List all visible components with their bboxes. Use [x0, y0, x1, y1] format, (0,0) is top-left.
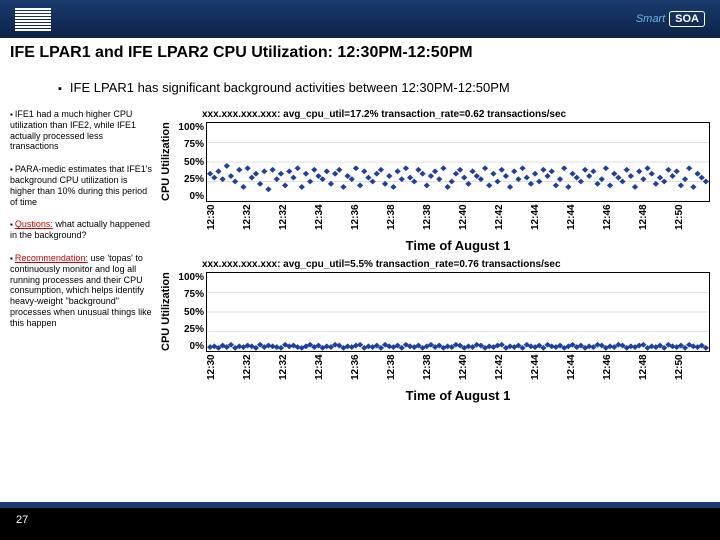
x-tick: 12:32: [278, 354, 314, 386]
x-tick: 12:50: [674, 204, 710, 236]
y-tick: 100%: [174, 272, 204, 283]
soa-text: SOA: [669, 11, 705, 27]
x-tick: 12:44: [530, 204, 566, 236]
x-tick: 12:40: [458, 204, 494, 236]
y-tick: 25%: [174, 324, 204, 335]
chart-2-header: xxx.xxx.xxx.xxx: avg_cpu_util=5.5% trans…: [160, 259, 710, 270]
x-tick: 12:34: [314, 354, 350, 386]
x-tick: 12:34: [314, 204, 350, 236]
y-tick: 25%: [174, 174, 204, 185]
chart-1-ylabel: CPU Utilization: [160, 122, 174, 202]
note-1: IFE1 had a much higher CPU utilization t…: [10, 109, 152, 152]
y-tick: 0%: [174, 191, 204, 202]
x-tick: 12:46: [602, 204, 638, 236]
x-tick: 12:36: [350, 354, 386, 386]
x-tick: 12:48: [638, 354, 674, 386]
x-tick: 12:30: [206, 354, 242, 386]
header-bar: Smart SOA: [0, 0, 720, 38]
chart-2-yaxis: 100% 75% 50% 25% 0%: [174, 272, 206, 352]
charts-column: xxx.xxx.xxx.xxx: avg_cpu_util=17.2% tran…: [160, 109, 710, 409]
x-tick: 12:50: [674, 354, 710, 386]
chart-1-header: xxx.xxx.xxx.xxx: avg_cpu_util=17.2% tran…: [160, 109, 710, 120]
chart-2-xaxis: 12:3012:3212:3212:3412:3612:3812:3812:40…: [160, 354, 710, 386]
content-row: IFE1 had a much higher CPU utilization t…: [10, 109, 710, 409]
chart-1-xaxis: 12:3012:3212:3212:3412:3612:3812:3812:40…: [160, 204, 710, 236]
x-tick: 12:46: [602, 354, 638, 386]
y-tick: 100%: [174, 122, 204, 133]
chart-1-xlabel: Time of August 1: [160, 238, 710, 253]
sidebar-notes: IFE1 had a much higher CPU utilization t…: [10, 109, 152, 409]
page-number: 27: [16, 514, 28, 526]
page-title: IFE LPAR1 and IFE LPAR2 CPU Utilization:…: [10, 44, 710, 62]
x-tick: 12:30: [206, 204, 242, 236]
chart-2: xxx.xxx.xxx.xxx: avg_cpu_util=5.5% trans…: [160, 259, 710, 403]
x-tick: 12:44: [530, 354, 566, 386]
footer-bar: 27: [0, 508, 720, 540]
y-tick: 0%: [174, 341, 204, 352]
x-tick: 12:32: [242, 204, 278, 236]
x-tick: 12:38: [386, 354, 422, 386]
x-tick: 12:40: [458, 354, 494, 386]
chart-1: xxx.xxx.xxx.xxx: avg_cpu_util=17.2% tran…: [160, 109, 710, 253]
note-4: Recommendation: use 'topas' to continuou…: [10, 253, 152, 329]
x-tick: 12:36: [350, 204, 386, 236]
y-tick: 50%: [174, 157, 204, 168]
x-tick: 12:38: [422, 354, 458, 386]
y-tick: 75%: [174, 139, 204, 150]
note-2: PARA-medic estimates that IFE1's backgro…: [10, 164, 152, 207]
main-content: IFE LPAR1 and IFE LPAR2 CPU Utilization:…: [0, 38, 720, 502]
page-subtitle: IFE LPAR1 has significant background act…: [58, 80, 710, 95]
x-tick: 12:32: [278, 204, 314, 236]
x-tick: 12:38: [422, 204, 458, 236]
chart-2-plot: [206, 272, 710, 352]
x-tick: 12:42: [494, 354, 530, 386]
ibm-logo: [15, 8, 51, 31]
note-3-lead: Qustions:: [15, 219, 53, 229]
x-tick: 12:48: [638, 204, 674, 236]
chart-1-yaxis: 100% 75% 50% 25% 0%: [174, 122, 206, 202]
y-tick: 50%: [174, 307, 204, 318]
x-tick: 12:32: [242, 354, 278, 386]
x-tick: 12:38: [386, 204, 422, 236]
note-3: Qustions: what actually happened in the …: [10, 219, 152, 241]
note-4-lead: Recommendation:: [15, 253, 88, 263]
chart-2-xlabel: Time of August 1: [160, 388, 710, 403]
soa-logo: Smart SOA: [636, 11, 705, 27]
chart-1-plot: [206, 122, 710, 202]
y-tick: 75%: [174, 289, 204, 300]
soa-smart-text: Smart: [636, 13, 665, 25]
x-tick: 12:42: [494, 204, 530, 236]
x-tick: 12:44: [566, 204, 602, 236]
x-tick: 12:44: [566, 354, 602, 386]
chart-2-ylabel: CPU Utilization: [160, 272, 174, 352]
note-4-body: use 'topas' to continuously monitor and …: [10, 253, 152, 328]
